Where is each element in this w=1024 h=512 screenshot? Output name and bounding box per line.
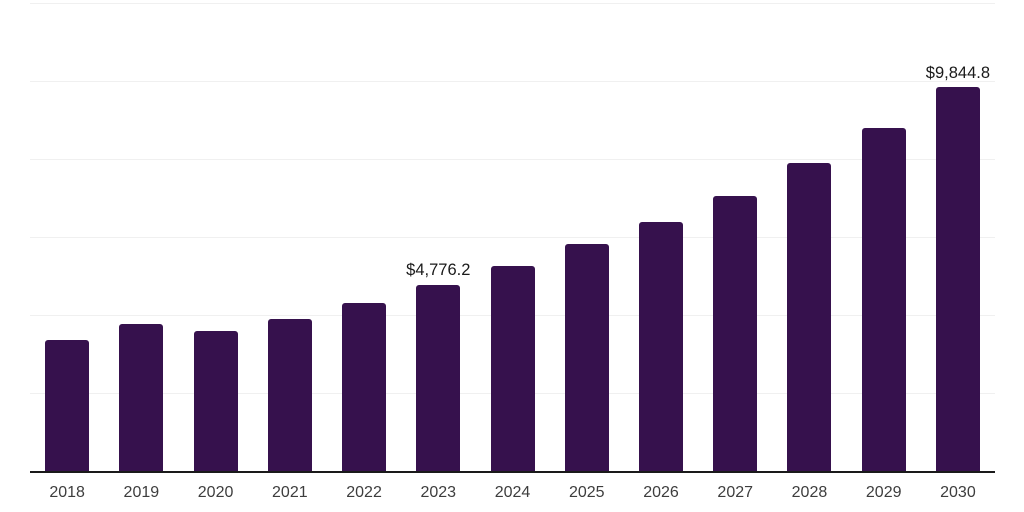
gridline bbox=[30, 237, 995, 238]
bar-group-2022 bbox=[327, 3, 401, 471]
bar-value-label: $9,844.8 bbox=[925, 63, 991, 82]
bars-container: $4,776.2 $9,844.8 bbox=[30, 3, 995, 471]
x-tick-label: 2018 bbox=[49, 484, 85, 501]
x-tick-label: 2030 bbox=[940, 484, 976, 501]
x-tick-label: 2020 bbox=[197, 484, 234, 501]
x-tick-label: 2027 bbox=[717, 484, 754, 501]
bar bbox=[45, 339, 90, 471]
bar-group-2026 bbox=[624, 3, 698, 471]
bar-value-label: $4,776.2 bbox=[406, 261, 471, 280]
plot-area: $4,776.2 $9,844.8 bbox=[30, 3, 995, 473]
bar-group-2024 bbox=[475, 3, 549, 471]
x-tick-label: 2022 bbox=[346, 484, 382, 501]
gridline bbox=[30, 3, 995, 4]
bar-group-2019 bbox=[104, 3, 178, 471]
x-tick-label: 2028 bbox=[791, 484, 828, 501]
gridline bbox=[30, 81, 995, 82]
x-tick-label: 2019 bbox=[123, 484, 160, 501]
bar bbox=[713, 196, 758, 471]
x-tick-label: 2029 bbox=[865, 484, 902, 501]
bar-group-2025 bbox=[550, 3, 624, 471]
bar-group-2018 bbox=[30, 3, 104, 471]
bar bbox=[119, 323, 164, 471]
bar-group-2029 bbox=[847, 3, 921, 471]
x-tick-label: 2026 bbox=[643, 484, 679, 501]
gridline bbox=[30, 159, 995, 161]
bar bbox=[564, 243, 609, 471]
bar-group-2030: $9,844.8 bbox=[921, 3, 995, 471]
bar-group-2023: $4,776.2 bbox=[401, 3, 475, 471]
x-tick-label: 2021 bbox=[272, 484, 308, 501]
bar bbox=[416, 284, 461, 471]
x-axis-tick-labels: 2018 2019 2020 2021 2022 2023 2024 2025 2026 2027… bbox=[30, 473, 995, 501]
x-tick-label: 2024 bbox=[494, 484, 531, 501]
bar bbox=[267, 318, 312, 471]
bar bbox=[638, 221, 683, 471]
bar bbox=[490, 265, 535, 471]
bar bbox=[787, 162, 832, 471]
bar bbox=[342, 302, 387, 471]
bar bbox=[861, 128, 906, 471]
bar-group-2021 bbox=[253, 3, 327, 471]
bar-group-2020 bbox=[178, 3, 252, 471]
x-tick-label: 2025 bbox=[568, 484, 605, 501]
x-tick-label: 2023 bbox=[420, 484, 457, 501]
bar bbox=[193, 331, 238, 471]
bar bbox=[935, 87, 980, 471]
bar-group-2027 bbox=[698, 3, 772, 471]
bar-group-2028 bbox=[772, 3, 846, 471]
